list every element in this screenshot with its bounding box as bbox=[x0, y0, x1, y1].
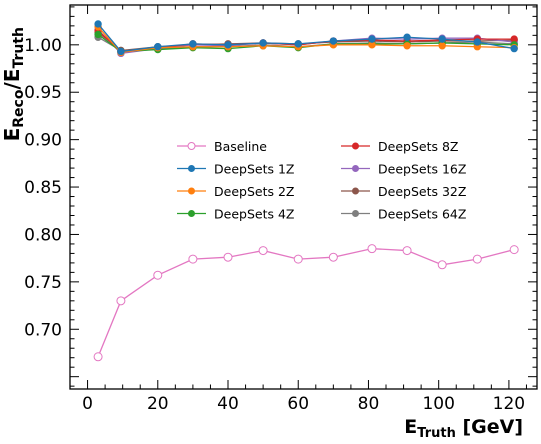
legend-label: DeepSets 32Z bbox=[378, 184, 466, 199]
data-point-baseline bbox=[223, 252, 233, 262]
y-axis-label: EReco/ETruth bbox=[0, 27, 27, 141]
legend-swatch-marker bbox=[188, 210, 195, 217]
x-tick-label: 40 bbox=[217, 394, 239, 414]
x-tick-label: 120 bbox=[493, 394, 525, 414]
legend-swatch-marker bbox=[352, 142, 359, 150]
legend-swatch-marker bbox=[188, 187, 195, 195]
legend-item-deepsets-16z: DeepSets 16Z bbox=[341, 162, 466, 177]
data-point-deepsets-4z bbox=[94, 30, 102, 39]
data-point-deepsets-1z bbox=[294, 40, 302, 48]
series-baseline bbox=[93, 244, 519, 362]
y-tick-label: 0.95 bbox=[24, 83, 62, 103]
x-axis-label-sub: Truth bbox=[417, 426, 456, 441]
y-tick-label: 1.00 bbox=[24, 36, 62, 56]
data-point-deepsets-1z bbox=[403, 33, 411, 41]
data-point-deepsets-1z bbox=[94, 20, 102, 28]
legend-label: DeepSets 8Z bbox=[378, 139, 458, 154]
legend-item-deepsets-64z: DeepSets 64Z bbox=[341, 207, 466, 222]
legend-item-deepsets-1z: DeepSets 1Z bbox=[177, 162, 294, 177]
data-point-baseline bbox=[402, 246, 412, 256]
series-deepsets-1z bbox=[94, 20, 518, 56]
y-tick-label: 0.80 bbox=[24, 225, 62, 245]
x-axis-label-main: E bbox=[404, 416, 417, 438]
y-tick-label: 0.85 bbox=[24, 178, 62, 198]
data-point-baseline bbox=[437, 260, 447, 270]
legend-swatch-marker bbox=[352, 210, 359, 217]
legend-swatch-marker bbox=[352, 165, 359, 172]
data-point-deepsets-1z bbox=[368, 35, 376, 43]
data-point-deepsets-1z bbox=[259, 39, 267, 47]
data-point-baseline bbox=[153, 270, 163, 280]
data-point-baseline bbox=[188, 254, 198, 264]
legend-label: DeepSets 4Z bbox=[214, 207, 294, 222]
data-point-baseline bbox=[509, 245, 519, 255]
data-point-baseline bbox=[367, 244, 377, 254]
legend-label: Baseline bbox=[214, 139, 267, 154]
x-axis-label: ETruth [GeV] bbox=[404, 416, 523, 441]
legend-item-deepsets-32z: DeepSets 32Z bbox=[341, 184, 466, 199]
data-point-deepsets-1z bbox=[154, 43, 162, 51]
y-axis-label-sub1: Reco bbox=[11, 89, 27, 128]
data-point-deepsets-1z bbox=[224, 41, 232, 49]
legend-item-deepsets-2z: DeepSets 2Z bbox=[177, 184, 294, 199]
legend-swatch-marker bbox=[352, 187, 359, 195]
x-tick-label: 80 bbox=[358, 394, 380, 414]
y-axis-label-slash: /E bbox=[0, 69, 24, 90]
data-point-deepsets-1z bbox=[438, 35, 446, 43]
y-axis-label-sub2: Truth bbox=[11, 27, 27, 69]
x-tick-label: 60 bbox=[287, 394, 309, 414]
y-tick-label: 0.75 bbox=[24, 273, 62, 293]
x-tick-label: 100 bbox=[422, 394, 454, 414]
legend-swatch-marker bbox=[188, 165, 195, 172]
data-point-baseline bbox=[472, 254, 482, 264]
data-point-baseline bbox=[293, 254, 303, 264]
legend-item-baseline: Baseline bbox=[177, 139, 267, 154]
y-tick-label: 0.70 bbox=[24, 320, 62, 340]
data-point-baseline bbox=[116, 296, 126, 306]
data-point-baseline bbox=[258, 246, 268, 256]
legend-item-deepsets-8z: DeepSets 8Z bbox=[341, 139, 458, 154]
legend-label: DeepSets 16Z bbox=[378, 162, 466, 177]
data-point-deepsets-1z bbox=[473, 38, 482, 46]
y-axis-label-main: E bbox=[0, 128, 24, 142]
series-layer bbox=[93, 20, 519, 362]
ticks-layer: 0 20 40 60 80 100 120 0.70 0.75 0.80 0.85 0.90 0.95 1… bbox=[24, 5, 537, 414]
data-point-deepsets-2z bbox=[403, 42, 411, 50]
y-tick-label: 0.90 bbox=[24, 131, 62, 151]
x-tick-label: 20 bbox=[147, 394, 169, 414]
legend-label: DeepSets 1Z bbox=[214, 162, 294, 177]
legend-label: DeepSets 2Z bbox=[214, 184, 294, 199]
legend: Baseline DeepSets 1Z DeepSets 2Z DeepSets 4… bbox=[177, 139, 466, 222]
data-point-deepsets-1z bbox=[117, 47, 125, 56]
data-point-baseline bbox=[328, 252, 338, 262]
data-point-deepsets-1z bbox=[329, 37, 338, 45]
data-point-deepsets-1z bbox=[510, 44, 518, 53]
data-point-deepsets-2z bbox=[438, 42, 446, 50]
legend-label: DeepSets 64Z bbox=[378, 207, 466, 222]
x-tick-label: 0 bbox=[82, 394, 93, 414]
data-point-deepsets-1z bbox=[189, 40, 197, 48]
x-axis-label-unit: [GeV] bbox=[456, 416, 523, 438]
legend-item-deepsets-4z: DeepSets 4Z bbox=[177, 207, 294, 222]
data-point-baseline bbox=[93, 352, 103, 362]
legend-swatch-marker bbox=[187, 142, 196, 150]
